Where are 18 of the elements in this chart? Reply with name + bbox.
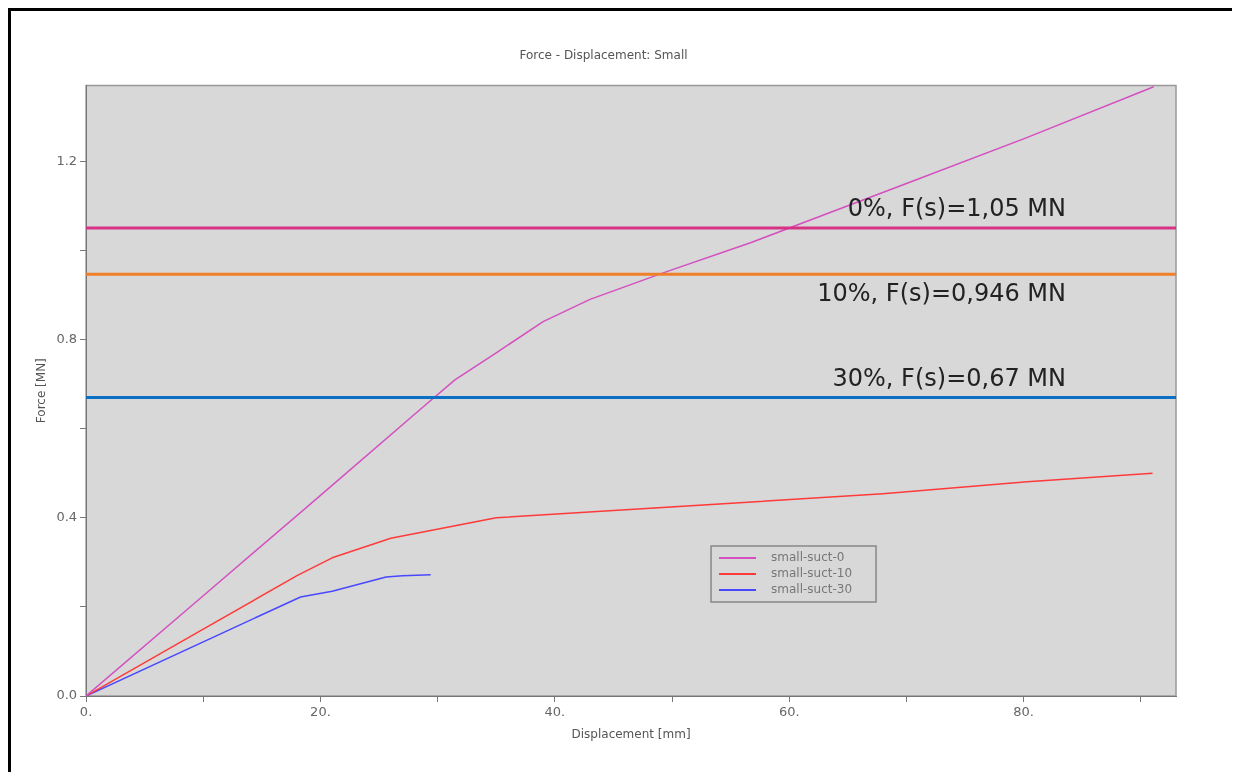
y-axis-title: Force [MN]	[34, 358, 49, 424]
ref-line-label: 0%, F(s)=1,05 MN	[847, 194, 1066, 223]
y-tick-label: 0.0	[56, 687, 78, 703]
x-tick-label: 0.	[79, 704, 93, 720]
ref-line-label: 30%, F(s)=0,67 MN	[832, 363, 1066, 392]
x-tick-label: 60.	[778, 704, 800, 720]
y-tick-label: 0.8	[56, 330, 78, 346]
legend-label: small-suct-10	[771, 566, 853, 581]
x-axis-title: Displacement [mm]	[571, 726, 691, 741]
chart-title: Force - Displacement: Small	[519, 48, 688, 63]
y-tick-label: 0.4	[56, 509, 78, 525]
ref-line-label: 10%, F(s)=0,946 MN	[817, 278, 1066, 307]
x-tick-label: 20.	[310, 704, 331, 720]
y-tick-label: 1.2	[56, 152, 78, 168]
x-tick-label: 80.	[1013, 704, 1034, 720]
legend-label: small-suct-30	[771, 582, 853, 597]
legend-label: small-suct-0	[771, 550, 845, 565]
x-tick-label: 40.	[544, 704, 566, 720]
